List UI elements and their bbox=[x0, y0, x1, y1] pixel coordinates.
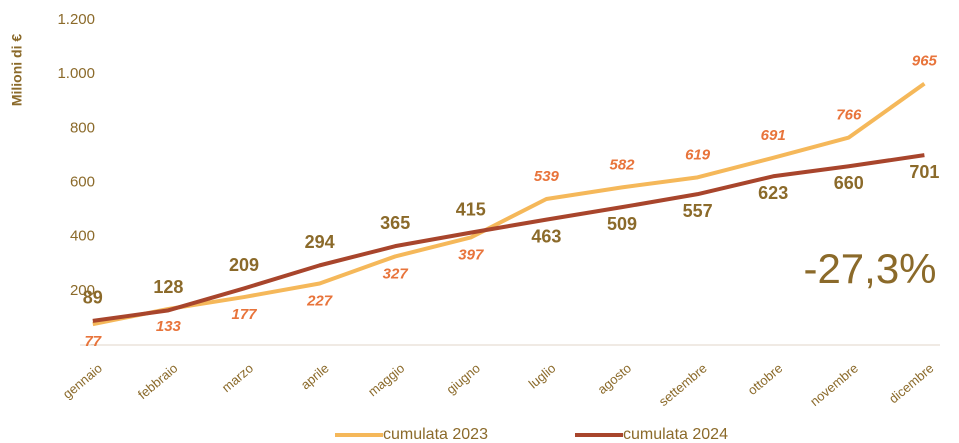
data-label: 128 bbox=[153, 277, 183, 297]
y-tick-label: - bbox=[90, 336, 95, 353]
data-label: 463 bbox=[531, 226, 561, 246]
data-label: 582 bbox=[609, 156, 635, 173]
x-tick-label: luglio bbox=[526, 360, 559, 391]
x-tick-label: aprile bbox=[298, 360, 332, 392]
data-label: 660 bbox=[834, 173, 864, 193]
annotation: -27,3% bbox=[803, 245, 936, 292]
data-label: 227 bbox=[306, 292, 333, 309]
y-tick-label: 400 bbox=[70, 228, 95, 245]
data-label: 133 bbox=[156, 318, 182, 335]
y-axis-label: Milioni di € bbox=[9, 34, 25, 107]
x-tick-label: ottobre bbox=[745, 360, 786, 398]
data-label: 623 bbox=[758, 183, 788, 203]
series-line bbox=[92, 82, 926, 327]
x-tick-label: gennaio bbox=[60, 360, 105, 401]
data-label: 177 bbox=[231, 306, 257, 323]
x-tick-label: maggio bbox=[365, 360, 407, 399]
x-tick-label: marzo bbox=[219, 360, 256, 395]
data-label: 509 bbox=[607, 214, 637, 234]
x-tick-label: settembre bbox=[656, 360, 710, 409]
data-label: 365 bbox=[380, 213, 410, 233]
data-label: 691 bbox=[761, 127, 786, 144]
data-label: 209 bbox=[229, 255, 259, 275]
y-tick-label: 200 bbox=[70, 282, 95, 299]
y-tick-label: 800 bbox=[70, 119, 95, 136]
x-tick-label: giugno bbox=[443, 360, 483, 397]
legend-label: cumulata 2024 bbox=[623, 426, 728, 443]
y-tick-label: 600 bbox=[70, 173, 95, 190]
data-label: 397 bbox=[458, 246, 484, 263]
data-label: 701 bbox=[909, 162, 939, 182]
data-label: 415 bbox=[456, 199, 486, 219]
data-label: 89 bbox=[83, 288, 103, 308]
x-tick-label: febbraio bbox=[135, 360, 181, 402]
data-label: 619 bbox=[685, 146, 711, 163]
y-tick-label: 1.000 bbox=[57, 65, 95, 82]
x-tick-label: novembre bbox=[807, 360, 861, 409]
x-tick-label: dicembre bbox=[886, 360, 937, 406]
data-label: 557 bbox=[683, 201, 713, 221]
y-tick-label: 1.200 bbox=[57, 11, 95, 28]
legend-label: cumulata 2023 bbox=[383, 426, 488, 443]
series-line bbox=[92, 153, 925, 323]
data-label: 77 bbox=[84, 333, 101, 350]
data-label: 766 bbox=[836, 107, 862, 124]
data-label: 539 bbox=[534, 168, 560, 185]
data-label: 965 bbox=[912, 53, 938, 70]
x-tick-label: agosto bbox=[595, 360, 635, 397]
data-label: 327 bbox=[383, 265, 409, 282]
data-label: 294 bbox=[305, 232, 335, 252]
